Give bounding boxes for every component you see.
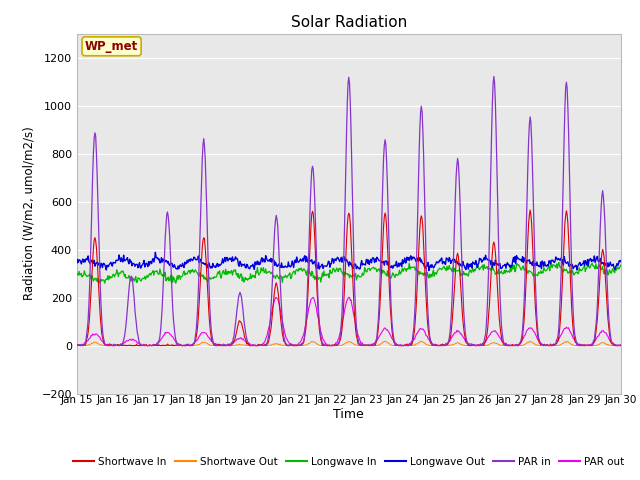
- Title: Solar Radiation: Solar Radiation: [291, 15, 407, 30]
- X-axis label: Time: Time: [333, 408, 364, 421]
- Legend: Shortwave In, Shortwave Out, Longwave In, Longwave Out, PAR in, PAR out: Shortwave In, Shortwave Out, Longwave In…: [69, 453, 628, 471]
- Y-axis label: Radiation (W/m2, umol/m2/s): Radiation (W/m2, umol/m2/s): [23, 127, 36, 300]
- Text: WP_met: WP_met: [85, 40, 138, 53]
